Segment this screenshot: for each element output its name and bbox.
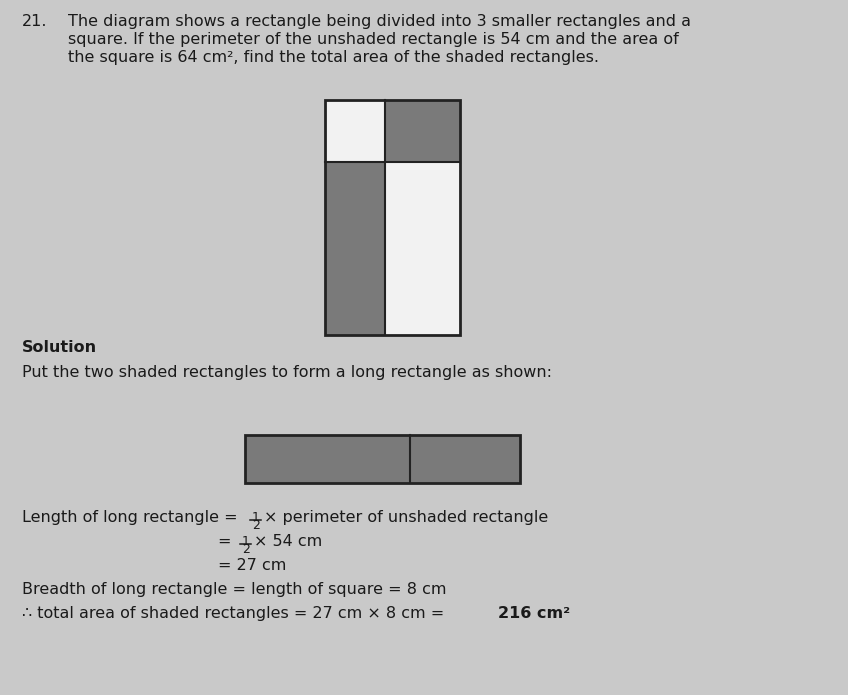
Text: 2: 2 — [242, 543, 250, 556]
Bar — [245, 435, 520, 483]
Text: 216 cm²: 216 cm² — [498, 606, 570, 621]
Bar — [325, 162, 385, 335]
Text: Solution: Solution — [22, 340, 98, 355]
Bar — [385, 100, 460, 162]
Text: × 54 cm: × 54 cm — [254, 534, 322, 549]
Text: square. If the perimeter of the unshaded rectangle is 54 cm and the area of: square. If the perimeter of the unshaded… — [68, 32, 678, 47]
Text: the square is 64 cm², find the total area of the shaded rectangles.: the square is 64 cm², find the total are… — [68, 49, 599, 65]
Text: Breadth of long rectangle = length of square = 8 cm: Breadth of long rectangle = length of sq… — [22, 582, 447, 597]
Text: =: = — [218, 534, 237, 549]
Bar — [325, 100, 460, 335]
Text: The diagram shows a rectangle being divided into 3 smaller rectangles and a: The diagram shows a rectangle being divi… — [68, 14, 691, 29]
Bar — [245, 435, 520, 483]
Text: = 27 cm: = 27 cm — [218, 558, 287, 573]
Bar — [325, 100, 385, 162]
Text: Length of long rectangle =: Length of long rectangle = — [22, 510, 243, 525]
Text: ∴ total area of shaded rectangles = 27 cm × 8 cm =: ∴ total area of shaded rectangles = 27 c… — [22, 606, 449, 621]
Text: × perimeter of unshaded rectangle: × perimeter of unshaded rectangle — [264, 510, 549, 525]
Bar — [385, 162, 460, 335]
Text: 1: 1 — [242, 535, 250, 548]
Text: 1: 1 — [252, 511, 259, 524]
Text: Put the two shaded rectangles to form a long rectangle as shown:: Put the two shaded rectangles to form a … — [22, 365, 552, 380]
Text: 2: 2 — [252, 519, 259, 532]
Text: 21.: 21. — [22, 14, 47, 29]
